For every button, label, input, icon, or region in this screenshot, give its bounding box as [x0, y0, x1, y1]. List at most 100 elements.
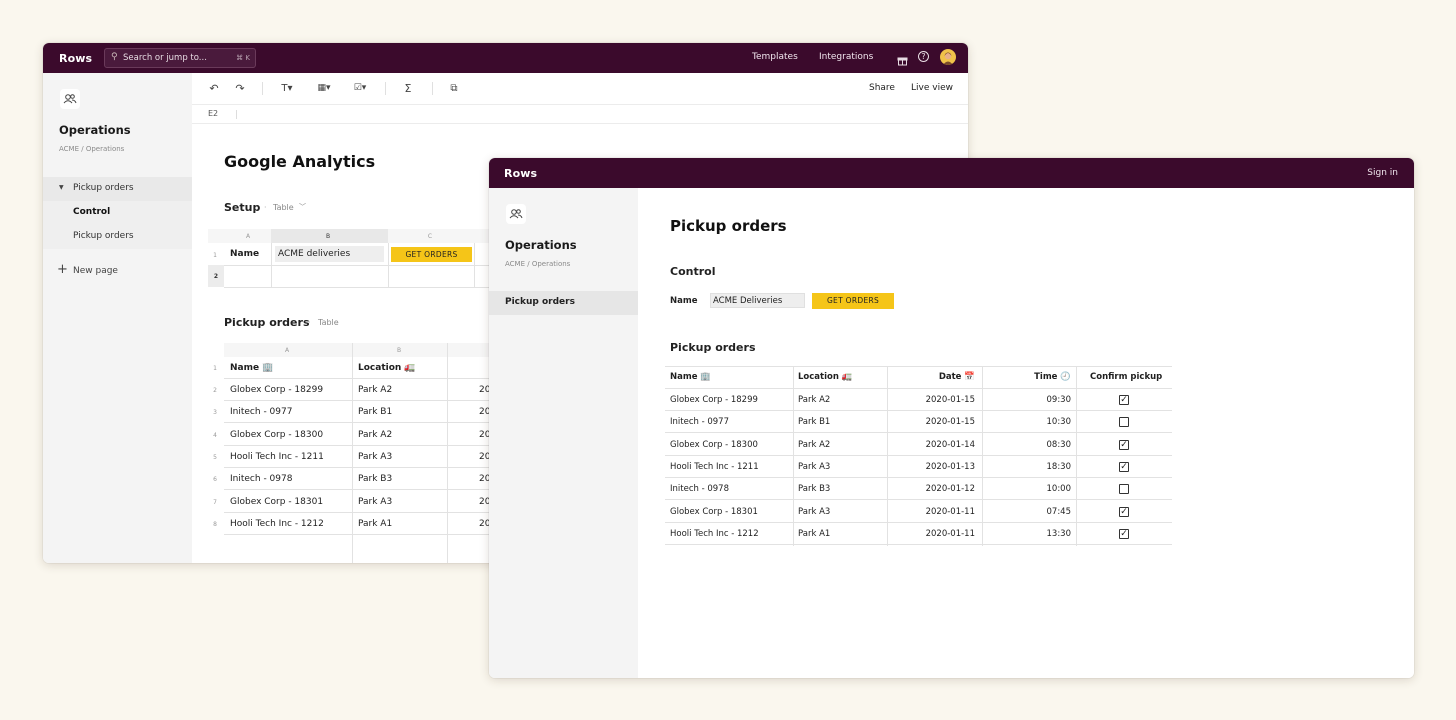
help-icon[interactable]: ?	[918, 51, 929, 62]
templates-link[interactable]: Templates	[752, 52, 798, 62]
cell-reference: E2	[208, 109, 219, 118]
table-row[interactable]: 8 Hooli Tech Inc - 1212 Park A1 20	[208, 513, 528, 535]
confirm-pickup-checkbox[interactable]: ✓	[1119, 439, 1129, 450]
row-location: Park B1	[798, 417, 831, 428]
confirm-pickup-checkbox[interactable]: ✓	[1119, 506, 1129, 517]
row-number: 8	[213, 520, 217, 528]
share-button[interactable]: Share	[869, 83, 895, 93]
table-row[interactable]: Initech - 0977 Park B1 2020-01-15 10:30	[665, 411, 1172, 434]
workspace-icon[interactable]	[506, 204, 526, 224]
row-time: 18:30	[1046, 461, 1072, 472]
table-row[interactable]: 2 Globex Corp - 18299 Park A2 20	[208, 379, 528, 401]
row-name: Globex Corp - 18301	[230, 496, 324, 507]
table-row[interactable]: Hooli Tech Inc - 1212 Park A1 2020-01-11…	[665, 523, 1172, 545]
row-name: Hooli Tech Inc - 1211	[230, 451, 324, 462]
grid-line	[665, 432, 1172, 434]
row-date: 20	[479, 385, 491, 395]
grid-line	[388, 243, 389, 288]
confirm-pickup-checkbox[interactable]: ✓	[1119, 395, 1129, 405]
grid-line	[224, 400, 524, 401]
column-header-c[interactable]: C	[427, 233, 433, 240]
setup-grid: A B C 1 2 Name ACME deliveries GET ORDER…	[208, 229, 540, 289]
insert-table-icon[interactable]: ▦▾	[317, 83, 331, 93]
app-logo[interactable]: Rows	[504, 167, 538, 180]
gift-icon[interactable]	[897, 51, 908, 66]
column-header-a[interactable]: A	[245, 233, 251, 240]
pickup-table-dot: ·	[308, 318, 311, 327]
app-logo[interactable]: Rows	[59, 52, 93, 65]
workspace-path: ACME / Operations	[505, 260, 571, 268]
confirm-pickup-checkbox[interactable]: ✓	[1119, 528, 1129, 539]
table-row[interactable]: 6 Initech - 0978 Park B3 20	[208, 468, 528, 491]
row-name: Hooli Tech Inc - 1212	[230, 518, 324, 529]
toolbar-divider	[262, 82, 263, 95]
column-header-b[interactable]: B	[396, 347, 402, 354]
sidebar-item-control[interactable]: Control	[43, 201, 192, 225]
confirm-pickup-checkbox[interactable]: ✓	[1119, 461, 1129, 472]
setup-table-tag[interactable]: Table	[273, 203, 294, 212]
grid-line	[224, 422, 524, 424]
row-name: Hooli Tech Inc - 1211	[670, 461, 759, 472]
table-row[interactable]: Globex Corp - 18299 Park A2 2020-01-15 0…	[665, 389, 1172, 411]
sidebar-item-pickup-orders-page[interactable]: Pickup orders	[43, 225, 192, 249]
table-row[interactable]: 7 Globex Corp - 18301 Park A3 20	[208, 491, 528, 513]
sidebar-item-label: Pickup orders	[73, 231, 134, 241]
sidebar-item-pickup-orders[interactable]: Pickup orders	[489, 291, 638, 315]
column-location-header: Location 🚛	[798, 372, 853, 382]
setup-name-input[interactable]: ACME deliveries	[275, 246, 384, 262]
grid-line	[224, 489, 524, 491]
get-orders-button[interactable]: GET ORDERS	[391, 247, 472, 262]
row-name: Globex Corp - 18299	[230, 385, 324, 395]
comment-icon[interactable]: ⧉	[450, 82, 458, 94]
row-date: 2020-01-12	[925, 484, 975, 495]
table-row[interactable]: Globex Corp - 18300 Park A2 2020-01-14 0…	[665, 434, 1172, 456]
get-orders-button[interactable]: GET ORDERS	[812, 293, 894, 309]
new-page-button[interactable]: + New page	[43, 261, 192, 281]
text-format-icon[interactable]: T▾	[281, 82, 293, 94]
formula-bar[interactable]: E2	[192, 105, 968, 124]
redo-icon[interactable]: ↷	[235, 81, 245, 95]
grid-line	[224, 466, 524, 468]
table-row[interactable]: Globex Corp - 18301 Park A3 2020-01-11 0…	[665, 501, 1172, 523]
row-number: 4	[213, 431, 217, 439]
name-input[interactable]: ACME Deliveries	[710, 293, 805, 308]
row-number: 3	[213, 409, 217, 417]
search-box[interactable]: ⚲ Search or jump to... ⌘ K	[104, 48, 256, 68]
setup-table-dot: ·	[264, 203, 267, 212]
column-header-b[interactable]: B	[325, 233, 331, 240]
table-row[interactable]: Initech - 0978 Park B3 2020-01-12 10:00	[665, 478, 1172, 501]
search-shortcut: ⌘ K	[236, 54, 250, 62]
undo-icon[interactable]: ↶	[209, 81, 219, 95]
pickup-table-tag[interactable]: Table	[318, 318, 339, 327]
user-avatar[interactable]	[940, 49, 956, 65]
column-location-header: Location 🚛	[358, 363, 416, 373]
sidebar-item-pickup-orders[interactable]: ▼ Pickup orders	[43, 177, 192, 201]
grid-line	[665, 388, 1172, 389]
checkbox-format-icon[interactable]: ☑▾	[353, 83, 367, 93]
confirm-pickup-checkbox[interactable]	[1119, 417, 1129, 428]
column-confirm-header: Confirm pickup	[1090, 372, 1163, 382]
row-location: Park A1	[798, 528, 831, 539]
sum-icon[interactable]: Σ	[404, 81, 412, 95]
grid-line	[887, 366, 888, 546]
live-sidebar: Operations ACME / Operations Pickup orde…	[489, 188, 638, 678]
sign-in-link[interactable]: Sign in	[1367, 168, 1398, 178]
editor-toolbar: ↶ ↷ T▾ ▦▾ ☑▾ Σ ⧉ Share Live view	[192, 73, 968, 105]
chevron-down-icon: ﹀	[299, 203, 306, 211]
row-number: 1	[213, 365, 217, 372]
table-row[interactable]: Hooli Tech Inc - 1211 Park A3 2020-01-13…	[665, 456, 1172, 478]
row-number: 7	[213, 498, 217, 506]
row-location: Park A2	[798, 395, 831, 405]
row-location: Park B1	[358, 407, 393, 418]
integrations-link[interactable]: Integrations	[819, 52, 874, 62]
table-row[interactable]: 5 Hooli Tech Inc - 1211 Park A3 20	[208, 446, 528, 468]
row-date: 2020-01-13	[925, 461, 975, 472]
live-view-button[interactable]: Live view	[911, 83, 953, 93]
table-row[interactable]: 4 Globex Corp - 18300 Park A2 20	[208, 424, 528, 446]
workspace-icon[interactable]	[60, 89, 80, 109]
column-header-a[interactable]: A	[284, 347, 290, 354]
table-row[interactable]: 3 Initech - 0977 Park B1 20	[208, 401, 528, 424]
sidebar-item-label: Pickup orders	[73, 183, 134, 193]
grid-line	[271, 243, 272, 288]
confirm-pickup-checkbox[interactable]	[1119, 484, 1129, 495]
